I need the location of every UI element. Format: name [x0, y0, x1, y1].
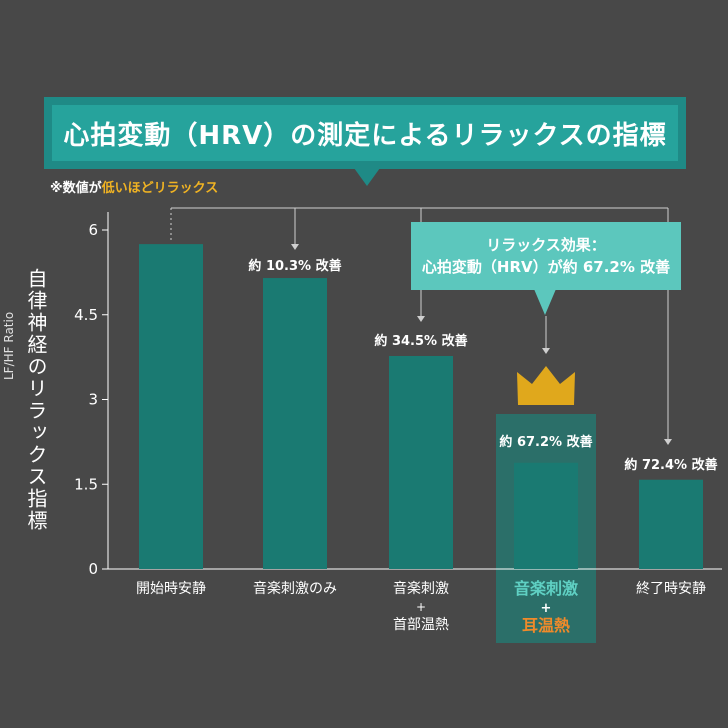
y-tick-label: 0	[88, 560, 98, 578]
bar	[263, 278, 327, 569]
x-category-label: 開始時安静	[136, 581, 206, 597]
x-category-label: 首部温熱	[393, 617, 449, 633]
x-category-label: +	[416, 600, 426, 614]
connector-arrowhead	[291, 244, 299, 250]
callout-arrowhead	[542, 348, 550, 354]
crown-icon	[517, 366, 575, 405]
bar	[389, 355, 453, 569]
bar-annotation: 約 10.3% 改善	[248, 258, 341, 274]
connector-arrowhead	[417, 316, 425, 322]
note-prefix: ※数値が	[50, 181, 102, 196]
bar	[639, 479, 703, 569]
bar-annotation: 約 67.2% 改善	[499, 434, 592, 450]
title-inner: 心拍変動（HRV）の測定によるリラックスの指標	[52, 105, 678, 161]
x-category-label: 音楽刺激	[514, 579, 578, 598]
y-tick-label: 3	[88, 391, 98, 409]
x-category-label: 終了時安静	[636, 581, 706, 597]
x-category-label: 耳温熱	[522, 616, 570, 635]
x-category-label: 音楽刺激	[393, 580, 449, 597]
title-banner: 心拍変動（HRV）の測定によるリラックスの指標	[44, 97, 686, 169]
callout-pointer	[534, 289, 556, 315]
callout-line-1: リラックス効果：	[486, 236, 606, 254]
x-category-label: 音楽刺激のみ	[253, 580, 337, 597]
bar	[139, 244, 203, 569]
y-tick-label: 4.5	[74, 306, 98, 324]
bar	[514, 462, 578, 569]
chart-title: 心拍変動（HRV）の測定によるリラックスの指標	[63, 120, 667, 151]
callout-line-2: 心拍変動（HRV）が約 67.2% 改善	[421, 258, 671, 276]
bar-annotation: 約 72.4% 改善	[624, 457, 717, 473]
note-highlight: 低いほどリラックス	[101, 181, 219, 196]
bar-annotation: 約 34.5% 改善	[374, 333, 467, 349]
connector-arrowhead	[664, 439, 672, 445]
y-axis-label-group: 自律神経のリラックス指標 LF/HF Ratio	[0, 250, 60, 550]
note: ※数値が低いほどリラックス	[50, 177, 218, 196]
y-axis-label: 自律神経のリラックス指標	[24, 268, 48, 532]
title-pointer	[354, 168, 380, 186]
y-tick-label: 1.5	[74, 475, 98, 493]
x-category-label: +	[541, 601, 552, 616]
y-tick-label: 6	[88, 221, 98, 239]
callout-box: リラックス効果： 心拍変動（HRV）が約 67.2% 改善	[411, 222, 681, 290]
